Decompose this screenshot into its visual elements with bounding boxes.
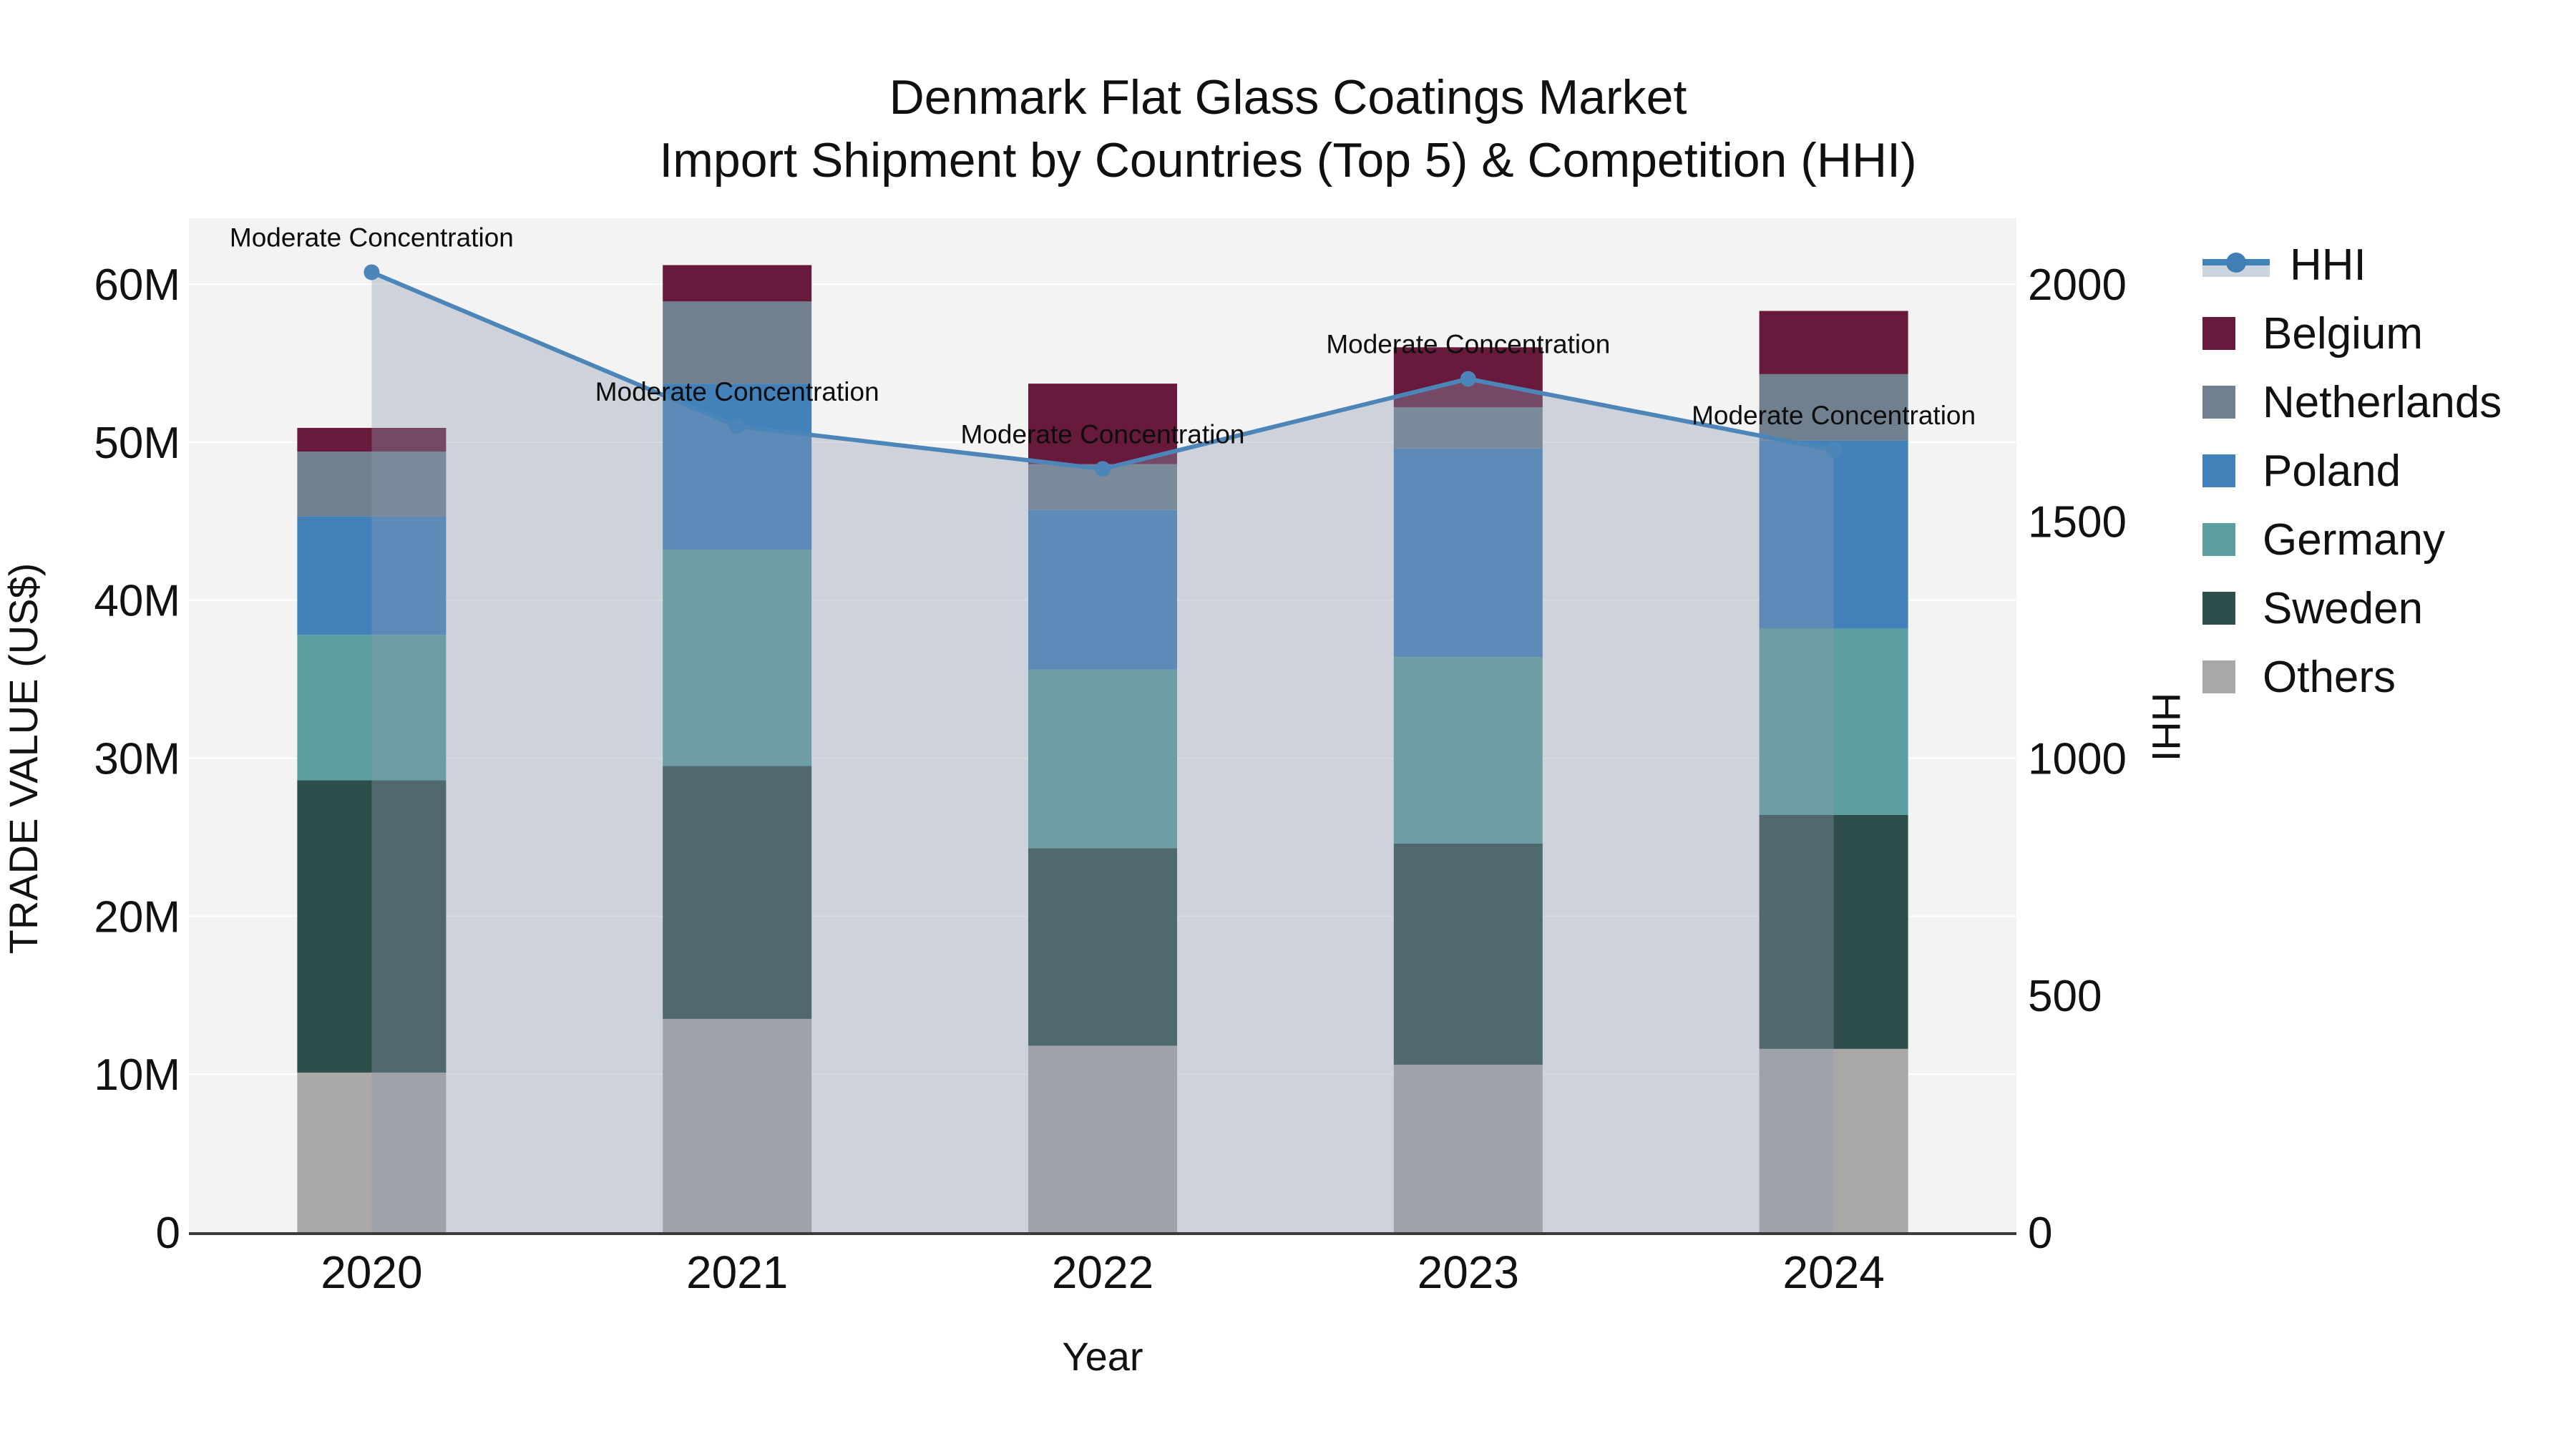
y-left-tick-label: 60M (94, 260, 180, 310)
bar-poland-2020[interactable] (297, 516, 447, 635)
y-left-tick-label: 10M (94, 1050, 180, 1100)
bar-poland-2024[interactable] (1759, 440, 1908, 629)
bar-poland-2022[interactable] (1028, 509, 1177, 670)
legend-item-germany[interactable]: Germany (2202, 505, 2502, 574)
legend-item-netherlands[interactable]: Netherlands (2202, 368, 2502, 436)
y-left-tick-label: 40M (94, 577, 180, 626)
bar-germany-2022[interactable] (1028, 669, 1177, 849)
y-left-tick-label: 20M (94, 892, 180, 942)
legend-swatch-icon (2202, 523, 2235, 556)
y-right-tick-label: 500 (2028, 972, 2102, 1021)
legend-item-hhi[interactable]: HHI (2202, 230, 2502, 299)
y-right-tick-label: 2000 (2028, 260, 2127, 310)
legend-label: Germany (2263, 514, 2445, 565)
hhi-marker-2023[interactable] (1460, 371, 1476, 387)
legend-label: Belgium (2263, 308, 2423, 358)
chart-title: Denmark Flat Glass Coatings Market Impor… (501, 66, 2075, 192)
hhi-line-sample-icon (2202, 247, 2270, 283)
bar-others-2021[interactable] (663, 1018, 812, 1232)
y-left-tick-label: 30M (94, 735, 180, 784)
bar-netherlands-2021[interactable] (663, 301, 812, 384)
legend-label: Netherlands (2263, 377, 2502, 427)
annotation-moderate-concentration: Moderate Concentration (230, 223, 514, 252)
bar-germany-2020[interactable] (297, 635, 447, 781)
bar-others-2024[interactable] (1759, 1048, 1908, 1232)
bar-netherlands-2023[interactable] (1393, 407, 1543, 449)
hhi-marker-2024[interactable] (1825, 441, 1842, 458)
legend-item-sweden[interactable]: Sweden (2202, 574, 2502, 643)
bar-sweden-2020[interactable] (297, 780, 447, 1073)
legend-swatch-icon (2202, 317, 2235, 350)
annotation-moderate-concentration: Moderate Concentration (595, 377, 879, 406)
bar-germany-2023[interactable] (1393, 657, 1543, 844)
bar-belgium-2021[interactable] (663, 265, 812, 302)
x-tick-label: 2024 (1782, 1246, 1884, 1298)
legend-swatch-icon (2202, 660, 2235, 693)
y-right-tick-label: 0 (2028, 1209, 2052, 1258)
legend-label: Others (2263, 652, 2396, 702)
bar-sweden-2022[interactable] (1028, 848, 1177, 1046)
x-axis-title: Year (1062, 1334, 1143, 1379)
legend-item-others[interactable]: Others (2202, 643, 2502, 711)
bar-belgium-2024[interactable] (1759, 311, 1908, 374)
y-right-axis-title: HHI (2144, 693, 2189, 761)
annotation-moderate-concentration: Moderate Concentration (1692, 401, 1976, 430)
bar-sweden-2021[interactable] (663, 766, 812, 1019)
legend-label: Sweden (2263, 583, 2424, 633)
y-right-tick-label: 1500 (2028, 497, 2127, 547)
bar-sweden-2023[interactable] (1393, 843, 1543, 1065)
x-tick-label: 2023 (1418, 1246, 1519, 1298)
legend: HHI Belgium Netherlands Poland Germany Sweden… (2202, 230, 2502, 711)
hhi-marker-2022[interactable] (1095, 461, 1111, 477)
y-right-tick-label: 1000 (2028, 735, 2127, 784)
annotation-moderate-concentration: Moderate Concentration (961, 419, 1245, 449)
legend-swatch-icon (2202, 386, 2235, 419)
legend-swatch-icon (2202, 592, 2235, 625)
legend-item-belgium[interactable]: Belgium (2202, 299, 2502, 368)
hhi-marker-2021[interactable] (729, 418, 746, 434)
bar-belgium-2022[interactable] (1028, 384, 1177, 464)
chart-title-line1: Denmark Flat Glass Coatings Market (889, 70, 1687, 125)
hhi-area-fill (371, 272, 1834, 1232)
y-left-tick-label: 0 (156, 1209, 180, 1258)
bar-germany-2021[interactable] (663, 550, 812, 766)
bar-germany-2024[interactable] (1759, 628, 1908, 815)
x-tick-label: 2021 (686, 1246, 788, 1298)
legend-label: HHI (2290, 240, 2366, 290)
hhi-marker-2020[interactable] (364, 264, 380, 280)
legend-item-poland[interactable]: Poland (2202, 436, 2502, 505)
x-tick-label: 2022 (1052, 1246, 1153, 1298)
legend-label: Poland (2263, 446, 2401, 496)
chart-title-line2: Import Shipment by Countries (Top 5) & C… (659, 133, 1917, 187)
bar-poland-2023[interactable] (1393, 448, 1543, 658)
annotation-moderate-concentration: Moderate Concentration (1326, 330, 1610, 359)
x-tick-label: 2020 (321, 1246, 422, 1298)
bar-sweden-2024[interactable] (1759, 815, 1908, 1049)
y-left-axis-title: TRADE VALUE (US$) (1, 563, 46, 955)
bar-others-2023[interactable] (1393, 1064, 1543, 1232)
legend-swatch-icon (2202, 454, 2235, 487)
bar-netherlands-2020[interactable] (297, 452, 447, 517)
bar-others-2022[interactable] (1028, 1045, 1177, 1232)
bar-belgium-2020[interactable] (297, 427, 447, 452)
bar-others-2020[interactable] (297, 1072, 447, 1232)
y-left-tick-label: 50M (94, 419, 180, 468)
bar-netherlands-2024[interactable] (1759, 374, 1908, 441)
bar-poland-2021[interactable] (663, 384, 812, 550)
